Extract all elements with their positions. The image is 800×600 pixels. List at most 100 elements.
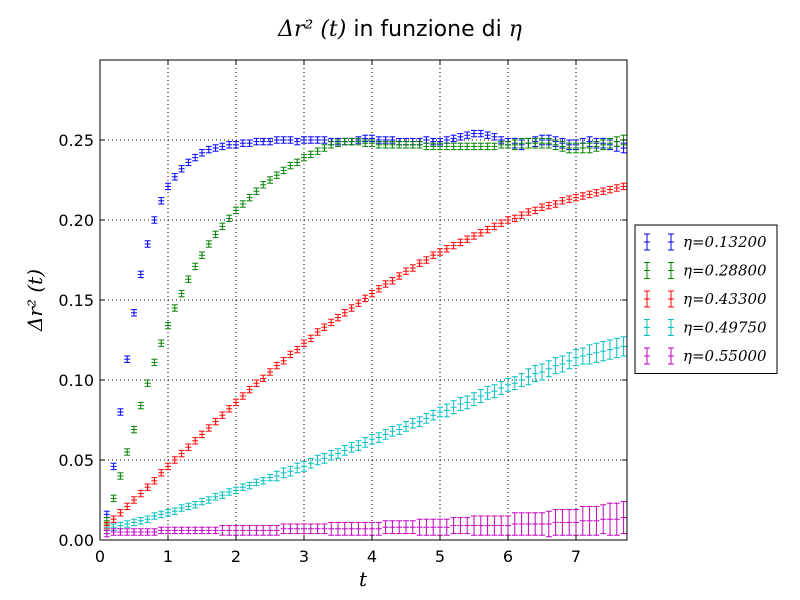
x-tick-label: 5 — [435, 547, 445, 566]
legend-label: η=0.28800 — [683, 262, 767, 280]
data-point — [545, 360, 552, 378]
data-point — [579, 347, 586, 365]
data-point — [539, 203, 545, 211]
data-point — [566, 509, 573, 536]
data-point — [579, 142, 586, 154]
data-point — [171, 173, 178, 181]
data-point — [199, 251, 205, 259]
data-point — [185, 158, 192, 167]
data-point — [607, 339, 613, 360]
data-point — [573, 193, 579, 202]
data-point — [552, 357, 559, 375]
data-point — [294, 462, 301, 474]
data-point — [335, 448, 341, 459]
data-point — [301, 461, 307, 472]
data-point — [253, 187, 260, 195]
legend: η=0.13200 η=0.28800 η=0.43300 η=0.49750 η=0.… — [634, 224, 778, 374]
data-point — [273, 136, 280, 144]
data-point — [314, 328, 321, 336]
data-point — [532, 206, 539, 215]
data-point — [348, 137, 355, 146]
data-point — [505, 377, 511, 392]
data-point — [437, 406, 443, 418]
data-point — [273, 525, 280, 536]
data-point — [525, 368, 532, 386]
data-point — [280, 166, 287, 175]
data-point — [253, 379, 260, 387]
data-point — [192, 437, 199, 445]
data-point — [477, 229, 484, 237]
data-point — [369, 139, 375, 147]
data-point — [396, 141, 403, 149]
data-point — [137, 517, 144, 525]
data-point — [328, 449, 335, 461]
data-point — [416, 141, 423, 149]
data-point — [511, 139, 518, 151]
data-point — [471, 142, 477, 151]
data-point — [362, 521, 369, 536]
data-point — [464, 142, 471, 151]
y-tick-label: 0.20 — [58, 211, 94, 230]
data-point — [314, 454, 321, 466]
data-point — [539, 137, 545, 149]
data-point — [294, 523, 301, 535]
chart-title: Δr² (t) in funzione di η — [277, 17, 522, 42]
data-point — [505, 216, 511, 224]
data-point — [491, 384, 498, 399]
data-point — [144, 483, 151, 491]
data-point — [178, 289, 185, 298]
data-point — [178, 526, 185, 535]
data-point — [409, 141, 416, 149]
data-point — [375, 521, 382, 536]
data-point — [321, 144, 328, 152]
data-point — [341, 445, 348, 456]
data-point — [273, 361, 280, 370]
data-point — [491, 142, 498, 151]
data-point — [464, 517, 471, 535]
data-point — [253, 478, 260, 487]
data-point — [280, 357, 287, 365]
data-point — [382, 520, 389, 535]
data-point — [199, 526, 205, 535]
data-point — [600, 504, 607, 535]
data-point — [192, 153, 199, 162]
data-point — [131, 425, 137, 434]
data-point — [552, 139, 559, 151]
legend-box — [634, 224, 778, 374]
data-point — [137, 270, 144, 279]
data-point — [423, 518, 430, 536]
x-axis-label: t — [359, 567, 368, 591]
data-point — [430, 251, 437, 259]
data-point — [586, 142, 593, 154]
data-point — [131, 528, 137, 536]
data-point — [301, 339, 307, 347]
data-point — [321, 323, 328, 331]
data-point — [219, 142, 226, 151]
data-point — [239, 483, 246, 491]
data-point — [307, 150, 314, 159]
data-point — [471, 392, 477, 407]
data-point — [165, 462, 171, 471]
data-point — [307, 334, 314, 343]
data-point — [403, 141, 409, 149]
data-point — [260, 374, 267, 383]
data-point — [423, 256, 430, 264]
data-point — [518, 137, 525, 149]
data-point — [484, 515, 491, 536]
data-point — [355, 440, 362, 451]
data-point — [124, 355, 131, 363]
legend-entry — [644, 262, 674, 279]
data-point — [158, 339, 165, 347]
data-point — [287, 161, 294, 170]
data-point — [239, 525, 246, 536]
data-point — [477, 129, 484, 138]
data-point — [185, 443, 192, 451]
data-point — [586, 505, 593, 536]
data-point — [450, 517, 457, 535]
axis-ticks: 0 1 2 3 4 5 6 7 0.00 0.05 0.10 0.15 0.20 0.25 — [58, 60, 627, 566]
data-point — [246, 193, 253, 202]
data-point — [178, 165, 185, 173]
data-point — [491, 515, 498, 536]
data-point — [600, 187, 607, 195]
data-point — [233, 398, 239, 407]
